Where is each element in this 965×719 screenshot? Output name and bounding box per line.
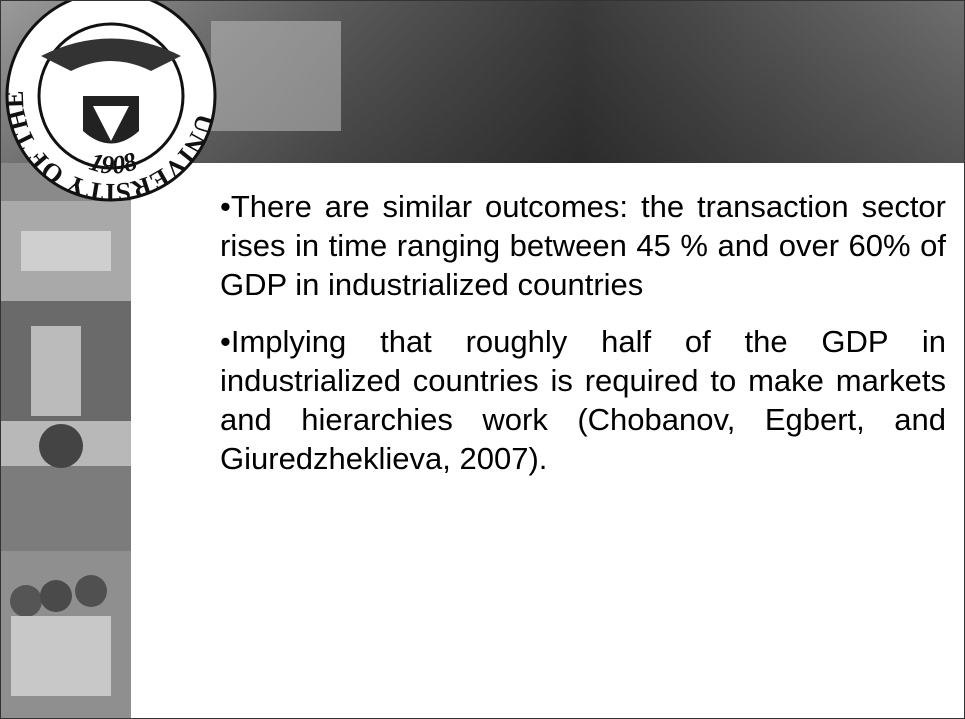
slide: UNIVERSITY OF THE PHILIPPINES 1908 •Ther…: [0, 0, 965, 719]
bullet-list: •There are similar outcomes: the transac…: [220, 187, 946, 496]
bullet-text: •There are similar outcomes: the transac…: [220, 187, 946, 304]
photo: [211, 21, 341, 131]
bullet-text: •Implying that roughly half of the GDP i…: [220, 322, 946, 478]
